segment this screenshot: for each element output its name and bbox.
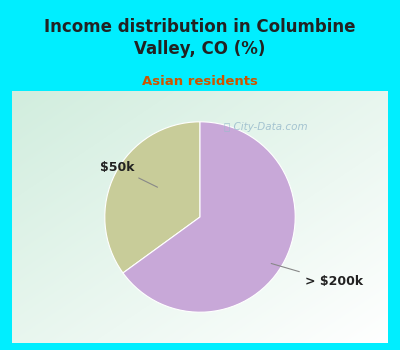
Text: Income distribution in Columbine
Valley, CO (%): Income distribution in Columbine Valley,… [44, 18, 356, 58]
Wedge shape [123, 122, 295, 312]
Text: $50k: $50k [100, 161, 158, 187]
Text: ⓘ City-Data.com: ⓘ City-Data.com [224, 122, 308, 132]
Text: Asian residents: Asian residents [142, 75, 258, 88]
Wedge shape [105, 122, 200, 273]
Text: > $200k: > $200k [271, 264, 363, 288]
